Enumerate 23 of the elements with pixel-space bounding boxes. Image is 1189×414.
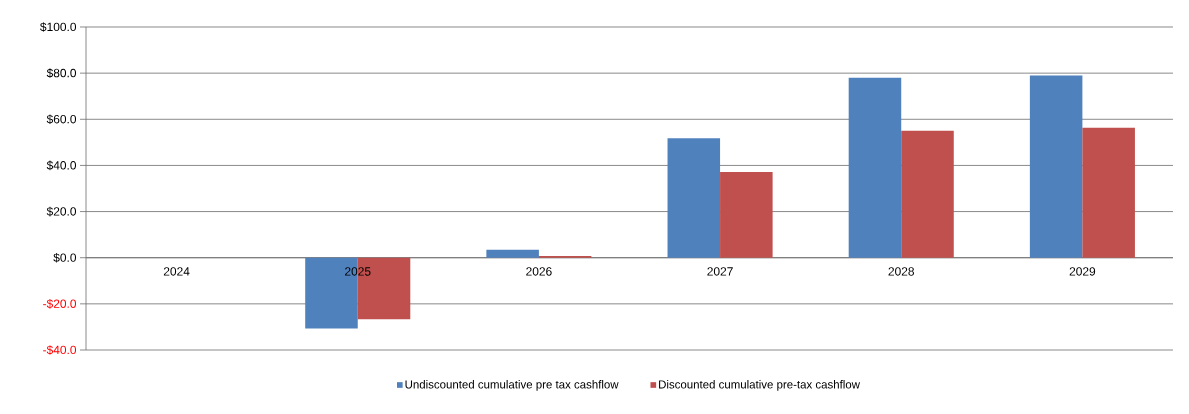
y-tick-label: -$20.0 [43,299,77,309]
bar [1082,127,1135,258]
y-tick-label: $80.0 [46,68,77,78]
legend-label: Undiscounted cumulative pre tax cashflow [405,380,619,391]
x-tick-label: 2027 [707,267,733,276]
y-tick-label: $20.0 [46,206,77,217]
bar [901,130,954,258]
y-tick-label: $40.0 [46,160,77,171]
y-tick-label: -$40.0 [43,345,77,355]
bar [720,171,773,258]
x-tick-label: 2024 [163,267,190,276]
legend-label: Discounted cumulative pre-tax cashflow [659,380,860,391]
bar [848,77,902,258]
bar [1029,75,1083,258]
x-tick-label: 2025 [345,267,371,276]
y-tick-label: $100.0 [40,22,77,32]
x-tick-label: 2029 [1069,267,1096,276]
x-tick-label: 2026 [526,267,552,276]
bar [667,138,721,258]
bar [486,249,539,258]
x-tick-label: 2028 [888,267,914,276]
y-tick-label: $0.0 [53,252,77,263]
y-tick-label: $60.0 [46,114,77,125]
